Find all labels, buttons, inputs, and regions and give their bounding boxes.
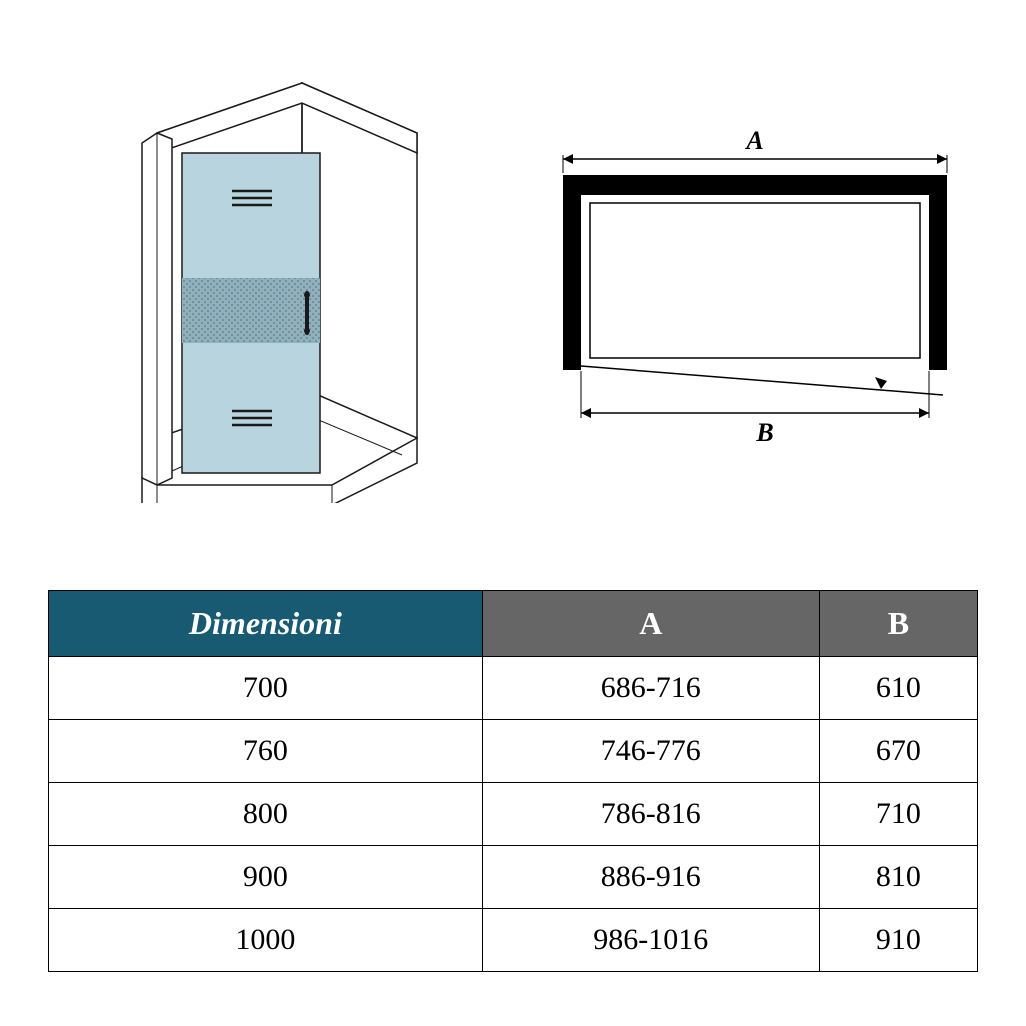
table-row: 900 886-916 810 [49, 846, 978, 909]
cell: 746-776 [482, 720, 819, 783]
col-a: A [482, 591, 819, 657]
table-header-row: Dimensioni A B [49, 591, 978, 657]
cell: 800 [49, 783, 483, 846]
diagram-row: A B [0, 0, 1026, 570]
diagram-topview: A B [513, 123, 996, 458]
topview-svg: A B [535, 123, 975, 453]
cell: 886-916 [482, 846, 819, 909]
table-row: 1000 986-1016 910 [49, 909, 978, 972]
dimensions-table: Dimensioni A B 700 686-716 610 760 746-7… [48, 590, 978, 972]
cell: 710 [819, 783, 977, 846]
cell: 810 [819, 846, 977, 909]
shower-3d-svg [102, 73, 442, 503]
cell: 986-1016 [482, 909, 819, 972]
label-a: A [744, 126, 763, 155]
table-row: 800 786-816 710 [49, 783, 978, 846]
cell: 1000 [49, 909, 483, 972]
cell: 910 [819, 909, 977, 972]
cell: 760 [49, 720, 483, 783]
cell: 700 [49, 657, 483, 720]
table-body: 700 686-716 610 760 746-776 670 800 786-… [49, 657, 978, 972]
table-row: 760 746-776 670 [49, 720, 978, 783]
cell: 686-716 [482, 657, 819, 720]
cell: 900 [49, 846, 483, 909]
col-b: B [819, 591, 977, 657]
cell: 610 [819, 657, 977, 720]
diagram-3d [30, 73, 513, 508]
label-b: B [755, 418, 773, 447]
table-row: 700 686-716 610 [49, 657, 978, 720]
cell: 786-816 [482, 783, 819, 846]
col-dimensioni: Dimensioni [49, 591, 483, 657]
cell: 670 [819, 720, 977, 783]
